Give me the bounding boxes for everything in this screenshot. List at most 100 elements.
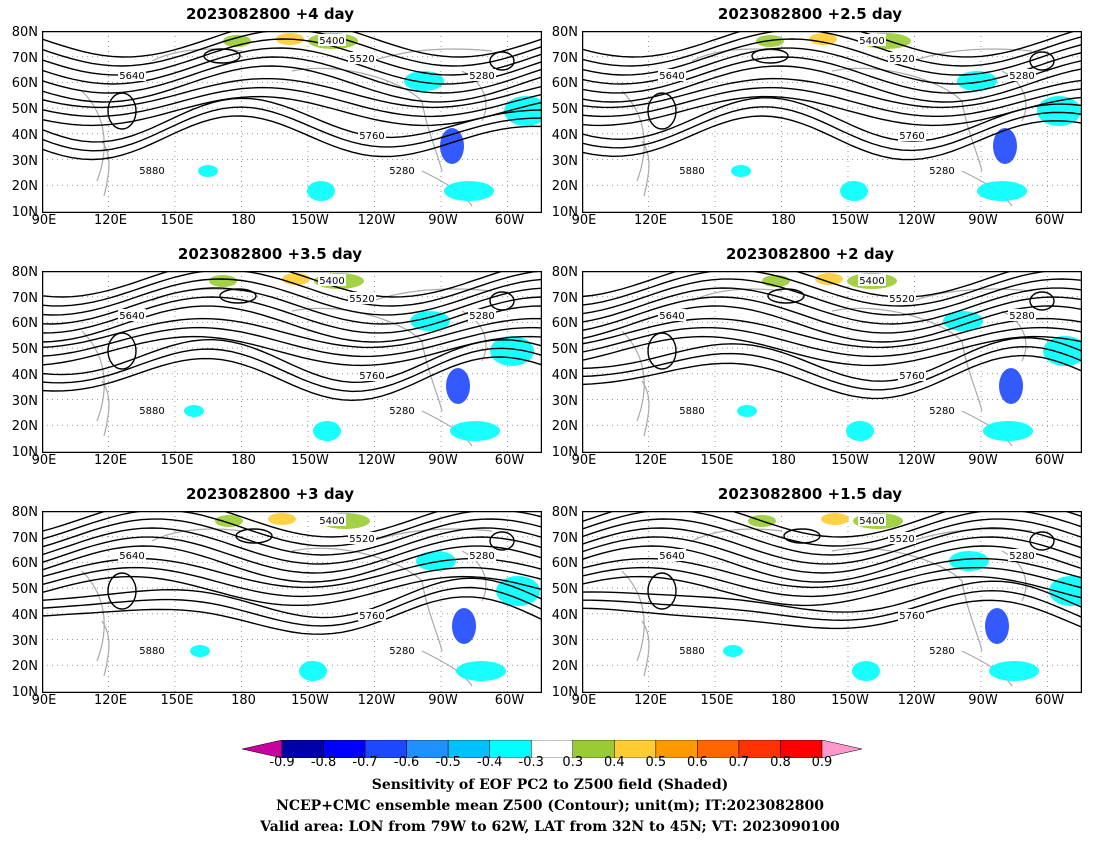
lon-label: 120E [93, 693, 128, 708]
map-panel-3: 2023082800 +3.5 day 80N 70N 60N 50N 40N 30N 20N… [0, 245, 542, 495]
lon-label: 90W [968, 213, 998, 228]
contour-label: 5520 [889, 54, 914, 65]
contour-label: 5280 [389, 166, 414, 177]
contour-label: 5760 [359, 611, 384, 622]
lat-label: 40N [11, 607, 38, 623]
map-plot: 5280 5400 5520 5640 5760 5880 5280 [42, 31, 542, 213]
lat-label: 50N [551, 582, 578, 598]
map-plot: 5280 5400 5520 5640 5760 5880 5280 [42, 271, 542, 453]
contour-label: 5760 [899, 371, 924, 382]
lon-label: 150W [831, 213, 869, 228]
contour-label: 5400 [859, 516, 884, 527]
lon-label: 180 [771, 213, 796, 228]
contour-label: 5520 [349, 534, 374, 545]
lat-label: 20N [11, 659, 38, 675]
colorbar-label: 0.6 [687, 755, 708, 770]
map-panel-5: 2023082800 +3 day 80N 70N 60N 50N 40N 30N 20N 10… [0, 485, 542, 735]
lon-label: 120W [357, 693, 396, 708]
map-panel-1: 2023082800 +4 day 80N 70N 60N 50N 40N 30N 20N 10… [0, 5, 542, 255]
contour-label: 5400 [319, 516, 344, 527]
lat-label: 40N [551, 607, 578, 623]
lat-label: 60N [551, 76, 578, 92]
contour-label: 5760 [359, 371, 384, 382]
colorbar-label: -0.4 [477, 755, 503, 770]
lon-label: 150E [700, 213, 734, 228]
contour-label: 5640 [659, 311, 684, 322]
lon-label: 120E [93, 213, 128, 228]
colorbar-label: 0.7 [728, 755, 750, 770]
contour-label: 5880 [139, 646, 164, 657]
lon-label: 90W [428, 693, 458, 708]
lon-label: 180 [771, 693, 796, 708]
contour-label: 5280 [389, 406, 414, 417]
footer-line-2: NCEP+CMC ensemble mean Z500 (Contour); u… [276, 798, 824, 814]
panel-title: 2023082800 +3.5 day [177, 245, 363, 263]
lat-label: 50N [11, 582, 38, 598]
map-panel-4: 2023082800 +2 day 80N 70N 60N 50N 40N 30N 20N 10… [540, 245, 1082, 495]
contour-label: 5280 [1009, 311, 1034, 322]
lat-label: 20N [551, 179, 578, 195]
lon-label: 90W [428, 213, 458, 228]
lon-label: 150E [160, 453, 194, 468]
lat-label: 40N [11, 127, 38, 143]
contour-label: 5280 [469, 551, 494, 562]
lat-label: 30N [11, 153, 38, 169]
lat-label: 10N [11, 684, 38, 700]
colorbar-label: -0.6 [393, 755, 420, 770]
lon-label: 120W [357, 453, 396, 468]
colorbar [242, 740, 862, 758]
lon-label: 90E [571, 453, 597, 468]
lon-label: 90E [31, 693, 57, 708]
map-plot: 5280 5400 5520 5640 5760 5880 5280 [582, 31, 1082, 213]
lon-label: 120E [93, 453, 128, 468]
lon-label: 120W [897, 453, 936, 468]
lon-label: 60W [1034, 693, 1065, 708]
contour-label: 5880 [139, 406, 164, 417]
lat-label: 20N [11, 179, 38, 195]
lon-label: 150W [831, 453, 869, 468]
lat-label: 50N [11, 102, 38, 118]
lon-label: 90E [571, 213, 597, 228]
lat-label: 50N [551, 342, 578, 358]
lon-label: 150E [160, 693, 194, 708]
lat-label: 70N [551, 290, 578, 306]
panel-title: 2023082800 +4 day [186, 5, 354, 23]
lon-label: 90E [571, 693, 597, 708]
lat-label: 80N [11, 25, 38, 40]
lon-label: 60W [494, 453, 525, 468]
lon-label: 180 [231, 213, 256, 228]
contour-label: 5760 [359, 131, 384, 142]
lat-label: 10N [551, 204, 578, 220]
contour-label: 5880 [139, 166, 164, 177]
colorbar-label: 0.5 [645, 755, 667, 770]
lat-label: 70N [11, 50, 38, 66]
contour-label: 5520 [349, 294, 374, 305]
lat-label: 10N [11, 444, 38, 460]
lat-label: 80N [11, 265, 38, 280]
lat-label: 20N [551, 419, 578, 435]
lon-label: 120W [897, 693, 936, 708]
contour-label: 5640 [119, 551, 144, 562]
lat-label: 20N [11, 419, 38, 435]
map-plot: 5280 5400 5520 5640 5760 5880 5280 [582, 511, 1082, 693]
lat-label: 80N [551, 265, 578, 280]
contour-label: 5640 [659, 551, 684, 562]
lat-label: 10N [551, 684, 578, 700]
lon-label: 150W [291, 693, 329, 708]
contour-label: 5280 [1009, 551, 1034, 562]
contour-label: 5280 [469, 71, 494, 82]
lon-label: 90W [968, 693, 998, 708]
colorbar-label: 0.9 [811, 755, 833, 770]
footer-line-1: Sensitivity of EOF PC2 to Z500 field (Sh… [371, 777, 729, 793]
lon-label: 60W [494, 693, 525, 708]
lon-label: 150W [291, 453, 329, 468]
lat-label: 30N [11, 633, 38, 649]
colorbar-label: -0.8 [310, 755, 337, 770]
lat-label: 80N [551, 25, 578, 40]
lon-label: 90W [428, 453, 458, 468]
contour-label: 5640 [659, 71, 684, 82]
lon-label: 180 [231, 453, 256, 468]
contour-label: 5280 [1009, 71, 1034, 82]
lon-label: 60W [1034, 213, 1065, 228]
lon-label: 90E [31, 453, 57, 468]
